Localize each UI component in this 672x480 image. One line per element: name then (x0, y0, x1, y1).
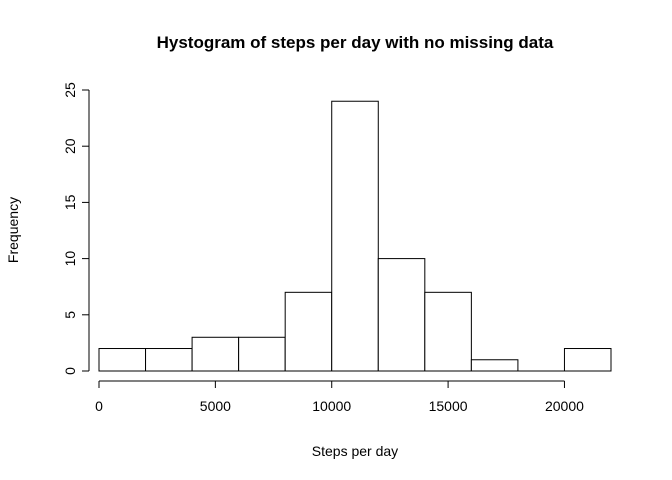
histogram-bar-5 (331, 100, 379, 372)
histogram-bar-8 (470, 359, 519, 372)
histogram-bar-7 (424, 291, 472, 372)
histogram-bar-6 (377, 258, 426, 372)
y-axis-label: Frequency (5, 197, 21, 263)
x-tick-label-0: 0 (95, 398, 103, 414)
x-axis: 0 5000 10000 15000 20000 (95, 380, 584, 414)
bars-group (98, 100, 612, 372)
y-tick-label-2: 10 (62, 251, 78, 267)
x-tick-label-1: 5000 (200, 398, 231, 414)
histogram-bar-2 (191, 336, 240, 372)
x-tick-label-4: 20000 (545, 398, 584, 414)
histogram-bar-3 (238, 336, 286, 372)
chart-title: Hystogram of steps per day with no missi… (157, 33, 554, 52)
histogram-bar-4 (284, 291, 333, 372)
y-axis: 0 5 10 15 20 25 (62, 82, 90, 375)
x-tick-label-3: 15000 (429, 398, 468, 414)
histogram-bar-1 (145, 348, 193, 372)
y-tick-label-1: 5 (62, 311, 78, 319)
y-tick-label-5: 25 (62, 82, 78, 98)
x-tick-label-2: 10000 (312, 398, 351, 414)
y-tick-label-4: 20 (62, 138, 78, 154)
y-tick-label-3: 15 (62, 194, 78, 210)
histogram-bar-0 (98, 348, 147, 372)
histogram-bar-10 (563, 348, 612, 372)
x-axis-label: Steps per day (312, 443, 398, 459)
y-tick-label-0: 0 (62, 367, 78, 375)
